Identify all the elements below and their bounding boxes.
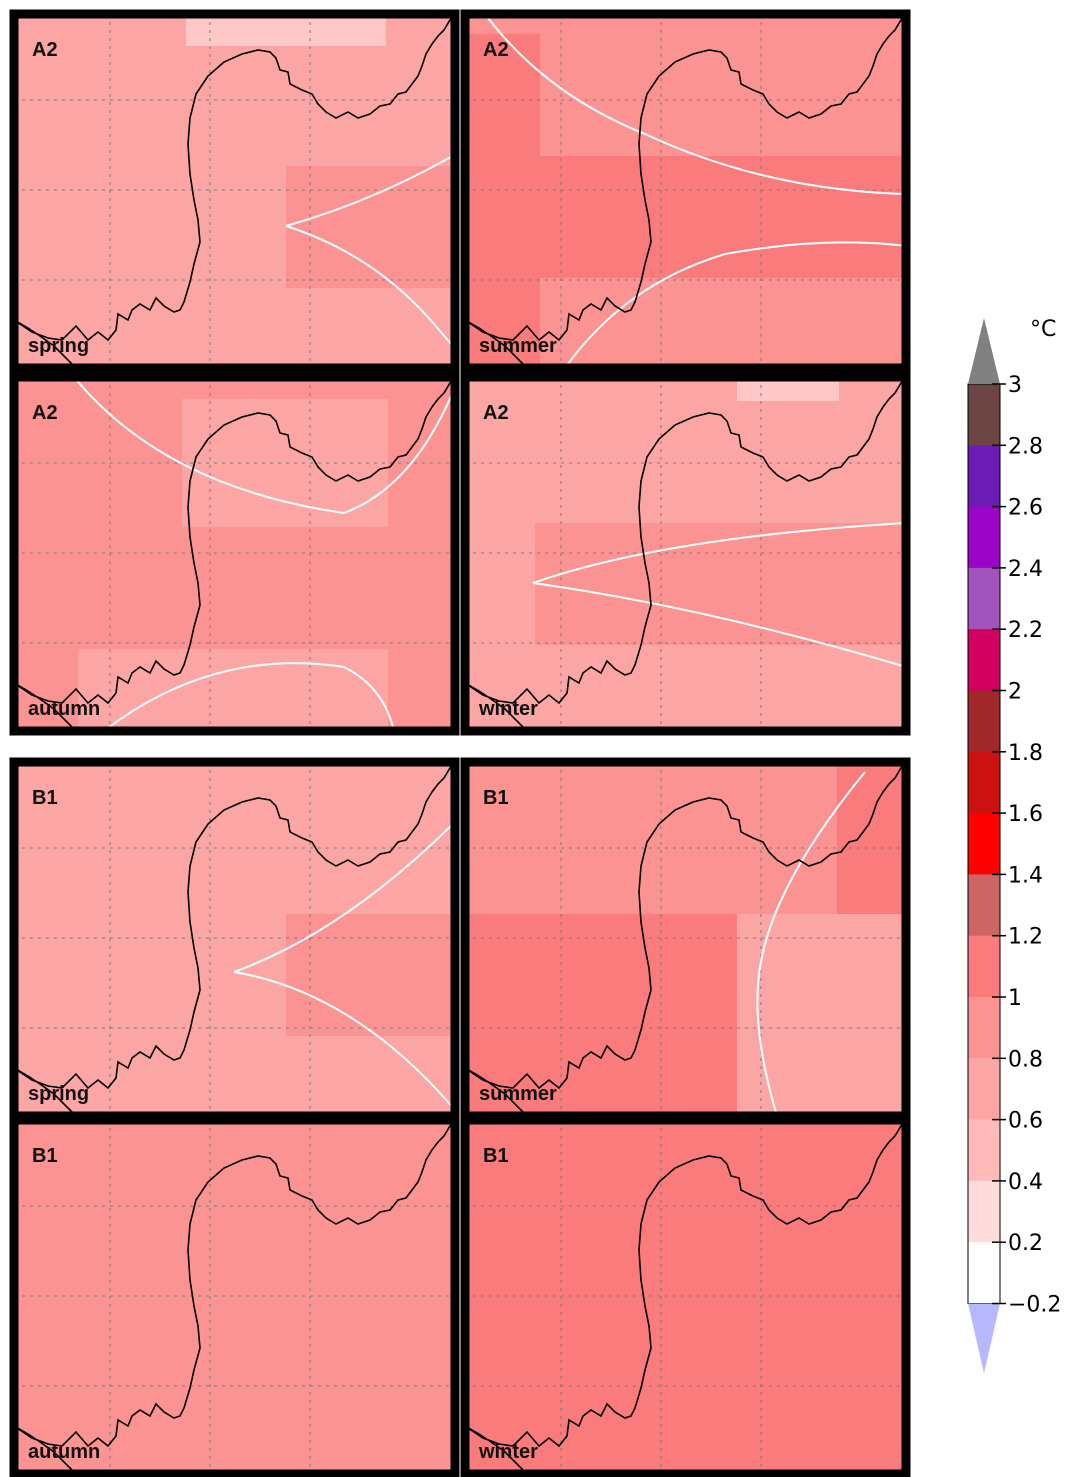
panel-field — [14, 1120, 455, 1474]
field-block — [535, 523, 906, 645]
contour-line — [532, 582, 906, 668]
colorbar-label: 2 — [1008, 680, 1022, 705]
panel-B1-spring: B1 spring — [9, 757, 460, 1121]
colorbar-label: 3 — [1008, 373, 1022, 398]
season-label: spring — [28, 335, 89, 357]
field-block — [286, 914, 455, 1036]
panel-A2-autumn: A2 autumn — [9, 372, 460, 736]
contour-line — [756, 771, 866, 1116]
colorbar-label: 1.4 — [1008, 863, 1043, 888]
colorbar-label: 2.2 — [1008, 618, 1043, 643]
colorbar-band — [968, 1119, 1000, 1182]
colorbar-label: 1.2 — [1008, 925, 1043, 950]
coastline — [14, 377, 455, 730]
contour-line — [285, 225, 455, 351]
colorbar-band — [968, 751, 1000, 814]
colorbar-label: 1.8 — [1008, 741, 1043, 766]
field-block — [465, 762, 837, 914]
colorbar-band — [968, 874, 1000, 937]
contour-line — [73, 377, 455, 515]
colorbar-band — [968, 813, 1000, 875]
colorbar-band — [968, 506, 1000, 569]
season-label: winter — [478, 1441, 538, 1463]
field-block — [286, 166, 455, 288]
panel-border — [460, 1115, 911, 1477]
panel-A2-spring: A2 spring — [9, 9, 460, 373]
colorbar-unit: °C — [1030, 317, 1056, 342]
contour-line — [532, 522, 906, 584]
colorbar-under-arrow — [968, 1303, 1000, 1374]
coastline — [14, 762, 455, 1115]
season-label: autumn — [28, 698, 100, 720]
colorbar-band — [968, 1242, 1000, 1304]
scenario-label: B1 — [483, 787, 509, 809]
scenario-label: A2 — [32, 39, 58, 61]
colorbar-band — [968, 445, 1000, 508]
panel-border — [9, 1115, 460, 1477]
colorbar-label: 1 — [1008, 986, 1022, 1011]
contour-line — [103, 662, 395, 731]
panel-B1-winter: B1 winter — [460, 1115, 911, 1477]
colorbar-band — [968, 690, 1000, 753]
contour-line — [233, 821, 455, 973]
coastline — [465, 377, 906, 730]
coastline — [465, 762, 906, 1115]
colorbar-label: 0.8 — [1008, 1047, 1043, 1072]
colorbar-label: 0.6 — [1008, 1109, 1043, 1134]
colorbar-label: 2.8 — [1008, 434, 1043, 459]
scenario-label: A2 — [483, 402, 509, 424]
scenario-label: B1 — [483, 1145, 509, 1167]
contour-line — [564, 241, 906, 368]
colorbar-over-arrow — [968, 318, 1000, 384]
field-block — [186, 14, 386, 46]
colorbar-band — [968, 1180, 1000, 1243]
colorbar-label: 0.4 — [1008, 1170, 1043, 1195]
season-label: autumn — [28, 1441, 100, 1463]
contour-line — [285, 152, 455, 227]
colorbar-band — [968, 567, 1000, 630]
season-label: summer — [479, 1083, 557, 1105]
field-block — [737, 914, 906, 1116]
colorbar-band — [968, 1058, 1000, 1121]
colorbar-band — [968, 384, 1000, 446]
colorbar: 3 2.8 2.6 2.4 2.2 2 1.8 1.6 1.4 1.2 1 0.8 0.6 0.4 0.2 −… — [967, 317, 1061, 1374]
coastline — [14, 14, 455, 367]
scenario-label: B1 — [32, 1145, 58, 1167]
scenario-label: B1 — [32, 787, 58, 809]
panel-B1-summer: B1 summer — [460, 757, 911, 1121]
season-label: summer — [479, 335, 557, 357]
colorbar-band — [968, 935, 1000, 998]
coastline — [465, 1120, 906, 1473]
contour-line — [233, 971, 455, 1111]
scenario-label: A2 — [483, 39, 509, 61]
colorbar-band — [968, 629, 1000, 691]
colorbar-label: 1.6 — [1008, 802, 1043, 827]
panel-A2-summer: A2 summer — [460, 9, 911, 373]
coastline — [14, 1120, 455, 1473]
colorbar-label: 0.2 — [1008, 1231, 1043, 1256]
panel-border — [460, 372, 911, 736]
panel-A2-winter: A2 winter — [460, 372, 911, 736]
coastline — [465, 14, 906, 367]
panel-border — [9, 9, 460, 373]
field-block — [78, 649, 388, 731]
panel-border — [460, 9, 911, 373]
colorbar-band — [968, 997, 1000, 1059]
panel-border — [9, 372, 460, 736]
scenario-label: A2 — [32, 402, 58, 424]
colorbar-label: 2.6 — [1008, 496, 1043, 521]
field-block — [540, 156, 906, 278]
field-block — [465, 34, 540, 368]
season-label: spring — [28, 1083, 89, 1105]
panel-field — [465, 1120, 906, 1474]
contour-line — [484, 14, 906, 195]
colorbar-label: −0.2 — [1008, 1293, 1061, 1318]
colorbar-label: 2.4 — [1008, 557, 1043, 582]
season-label: winter — [478, 698, 538, 720]
panel-B1-autumn: B1 autumn — [9, 1115, 460, 1477]
